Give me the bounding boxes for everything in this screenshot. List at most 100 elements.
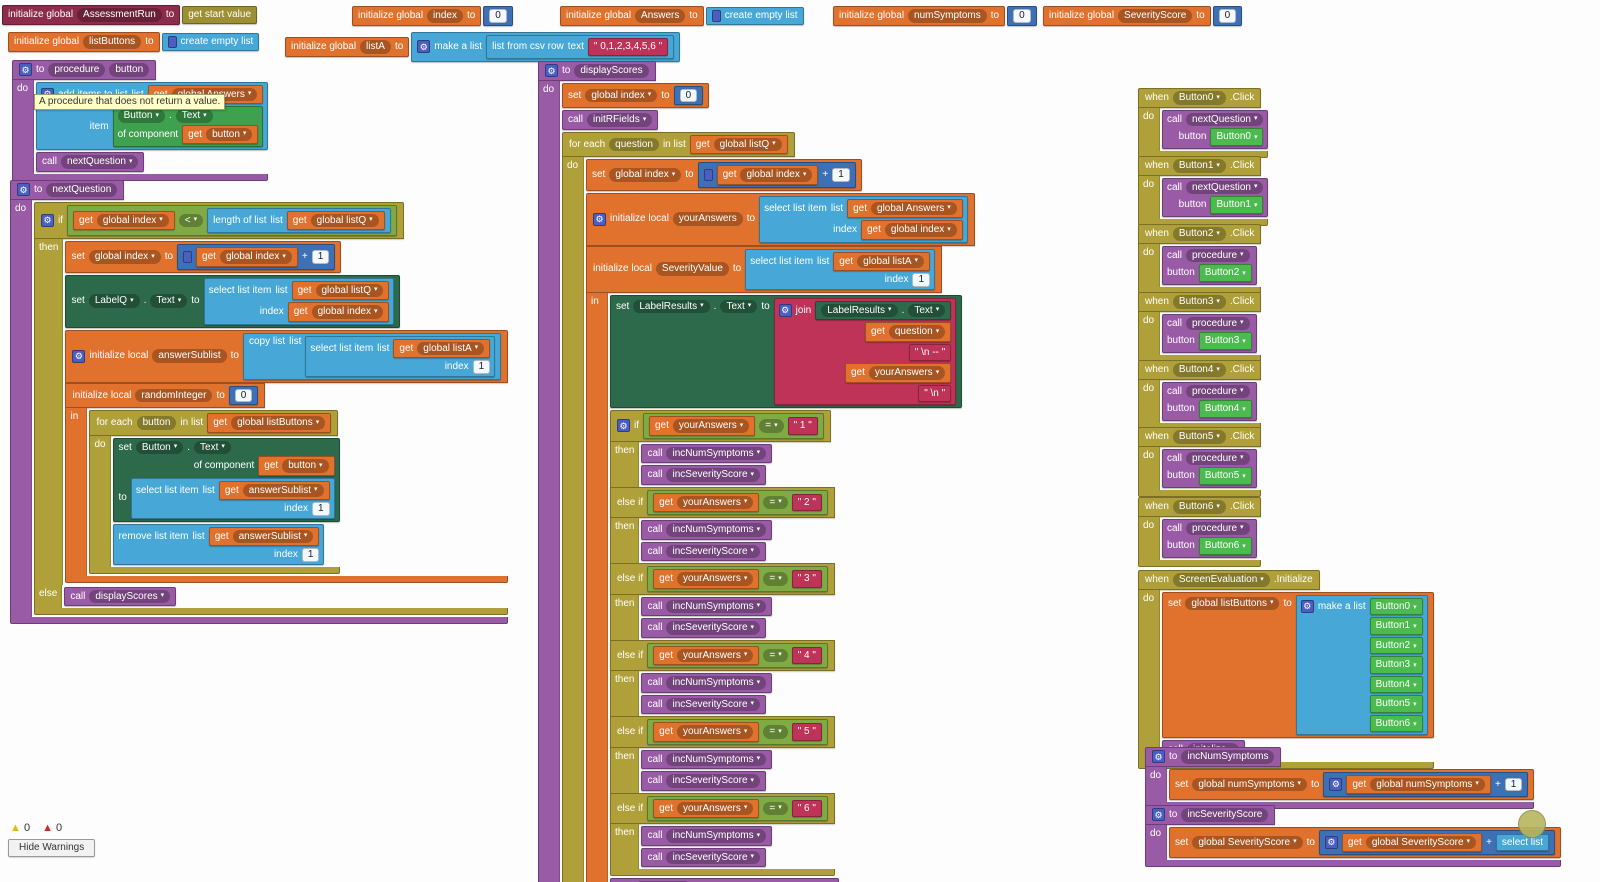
block-get-youranswers[interactable]: get yourAnswers — [844, 363, 952, 383]
block-init-global-severityscore[interactable]: initialize global SeverityScore to 0 — [1043, 6, 1243, 26]
var-dropdown[interactable]: button — [206, 127, 253, 141]
block-call-incnumsymptoms[interactable]: call incNumSymptoms — [641, 443, 773, 463]
var-dropdown[interactable]: global numSymptoms — [1370, 777, 1485, 791]
block-call-nextquestion[interactable]: call nextQuestion — [36, 152, 145, 172]
component-dropdown[interactable]: Button5 — [1205, 470, 1246, 482]
mutator-icon[interactable]: ⚙ — [593, 212, 606, 226]
local-name[interactable]: randomInteger — [135, 388, 213, 402]
block-text-string[interactable]: " 3 " — [791, 570, 822, 588]
block-procedure-nextquestion[interactable]: ⚙ to nextQuestion do ⚙ if get global inde… — [10, 180, 509, 624]
error-counter[interactable]: ▲ 0 — [42, 822, 63, 834]
block-get-youranswers[interactable]: get yourAnswers — [653, 798, 760, 818]
block-component-button2[interactable]: Button2 — [1369, 636, 1423, 654]
block-copy-list[interactable]: copy list list select list item list get glo… — [243, 332, 502, 380]
block-number[interactable]: 0 — [228, 385, 259, 405]
procedure-dropdown[interactable]: incSeverityScore — [666, 697, 761, 711]
loop-var[interactable]: button — [136, 416, 177, 430]
block-get-global-listq[interactable]: get global listQ — [689, 134, 788, 154]
block-get-global-listq[interactable]: get global listQ — [291, 280, 390, 300]
procedure-dropdown[interactable]: incNumSymptoms — [666, 829, 767, 843]
property-dropdown[interactable]: Text — [150, 294, 188, 308]
var-dropdown[interactable]: button — [282, 459, 329, 473]
block-get-global-index[interactable]: get global index — [196, 247, 298, 267]
component-dropdown[interactable]: Button0 — [1172, 91, 1226, 105]
block-get-button[interactable]: get button — [182, 124, 259, 144]
block-get-start-value[interactable]: get start value — [182, 6, 258, 24]
procedure-dropdown[interactable]: incSeverityScore — [666, 468, 761, 482]
block-get-youranswers[interactable]: get yourAnswers — [653, 645, 760, 665]
block-length-of-list[interactable]: length of list list get global listQ — [207, 207, 391, 233]
operator-dropdown[interactable]: = — [763, 572, 788, 586]
operator-dropdown[interactable]: = — [763, 801, 788, 815]
var-dropdown[interactable]: global listQ — [315, 283, 384, 297]
block-get-youranswers[interactable]: get yourAnswers — [649, 416, 756, 436]
block-create-empty-list[interactable]: create empty list — [705, 6, 804, 25]
var-name-lista[interactable]: listA — [360, 40, 391, 54]
component-dropdown[interactable]: Button0 — [1216, 131, 1257, 143]
procedure-dropdown[interactable]: displayScores — [89, 589, 171, 603]
block-get-youranswers[interactable]: get yourAnswers — [653, 722, 760, 742]
var-dropdown[interactable]: global SeverityScore — [1365, 835, 1477, 849]
block-number[interactable]: 0 — [1007, 6, 1037, 26]
property-dropdown[interactable]: Text — [194, 440, 231, 454]
block-get-youranswers[interactable]: get yourAnswers — [653, 569, 760, 589]
block-call-incnumsymptoms[interactable]: call incNumSymptoms — [641, 596, 773, 616]
procedure-dropdown[interactable]: incNumSymptoms — [666, 676, 767, 690]
block-list-from-csv-row[interactable]: list from csv row text " 0,1,2,3,4,5,6 " — [486, 35, 675, 59]
block-component-button2[interactable]: Button2 — [1198, 264, 1252, 282]
mutator-icon[interactable]: ⚙ — [545, 64, 558, 78]
number-value[interactable]: 0 — [1013, 9, 1031, 23]
block-call-incseverityscore[interactable]: call incSeverityScore — [641, 847, 767, 867]
block-component-button4[interactable]: Button4 — [1369, 675, 1423, 693]
number-value[interactable]: 1 — [912, 273, 931, 287]
block-component-button1[interactable]: Button1 — [1369, 617, 1423, 635]
block-text-string[interactable]: " 6 " — [791, 799, 822, 817]
block-init-global-index[interactable]: initialize global index to 0 — [352, 6, 513, 26]
block-component-button5[interactable]: Button5 — [1369, 695, 1423, 713]
block-init-global-assessmentrun[interactable]: initialize global AssessmentRun to get s… — [2, 5, 258, 25]
component-dropdown[interactable]: Button2 — [1205, 267, 1246, 279]
var-dropdown[interactable]: global index — [609, 168, 682, 182]
block-for-each[interactable]: for each button in list get global listButt… — [89, 410, 340, 574]
var-dropdown[interactable]: yourAnswers — [677, 495, 754, 509]
block-get-youranswers[interactable]: get yourAnswers — [653, 492, 760, 512]
hide-warnings-button[interactable]: Hide Warnings — [8, 839, 96, 857]
block-get-global-severityscore[interactable]: get global SeverityScore — [1341, 832, 1483, 852]
loop-var[interactable]: question — [609, 137, 659, 151]
block-text-string[interactable]: " 1 " — [787, 417, 818, 435]
block-get-button[interactable]: get button — [258, 456, 335, 476]
operator-dropdown[interactable]: = — [763, 495, 788, 509]
block-component-button3[interactable]: Button3 — [1369, 656, 1423, 674]
var-dropdown[interactable]: yourAnswers — [677, 572, 754, 586]
block-call-incseverityscore[interactable]: call incSeverityScore — [641, 771, 767, 791]
var-dropdown[interactable]: yourAnswers — [677, 648, 754, 662]
var-dropdown[interactable]: global listButtons — [231, 416, 326, 430]
var-dropdown[interactable]: question — [888, 325, 946, 339]
var-dropdown[interactable]: global listButtons — [1185, 596, 1280, 610]
var-name-answers[interactable]: Answers — [635, 9, 686, 23]
var-dropdown[interactable]: global SeverityScore — [1192, 835, 1303, 849]
var-name-listbuttons[interactable]: listButtons — [83, 35, 142, 49]
procedure-dropdown[interactable]: incNumSymptoms — [666, 599, 767, 613]
block-init-global-answers[interactable]: initialize global Answers to create empt… — [560, 6, 804, 26]
number-value[interactable]: 0 — [489, 9, 507, 23]
block-labelresults-text-getter[interactable]: LabelResults.Text — [815, 300, 952, 320]
procedure-name[interactable]: displayScores — [574, 64, 649, 78]
var-name-assessmentrun[interactable]: AssessmentRun — [77, 8, 162, 22]
procedure-dropdown[interactable]: procedure — [1186, 384, 1250, 398]
component-dropdown[interactable]: Button2 — [1376, 640, 1417, 652]
block-get-answersublist[interactable]: get answerSublist — [218, 480, 330, 500]
